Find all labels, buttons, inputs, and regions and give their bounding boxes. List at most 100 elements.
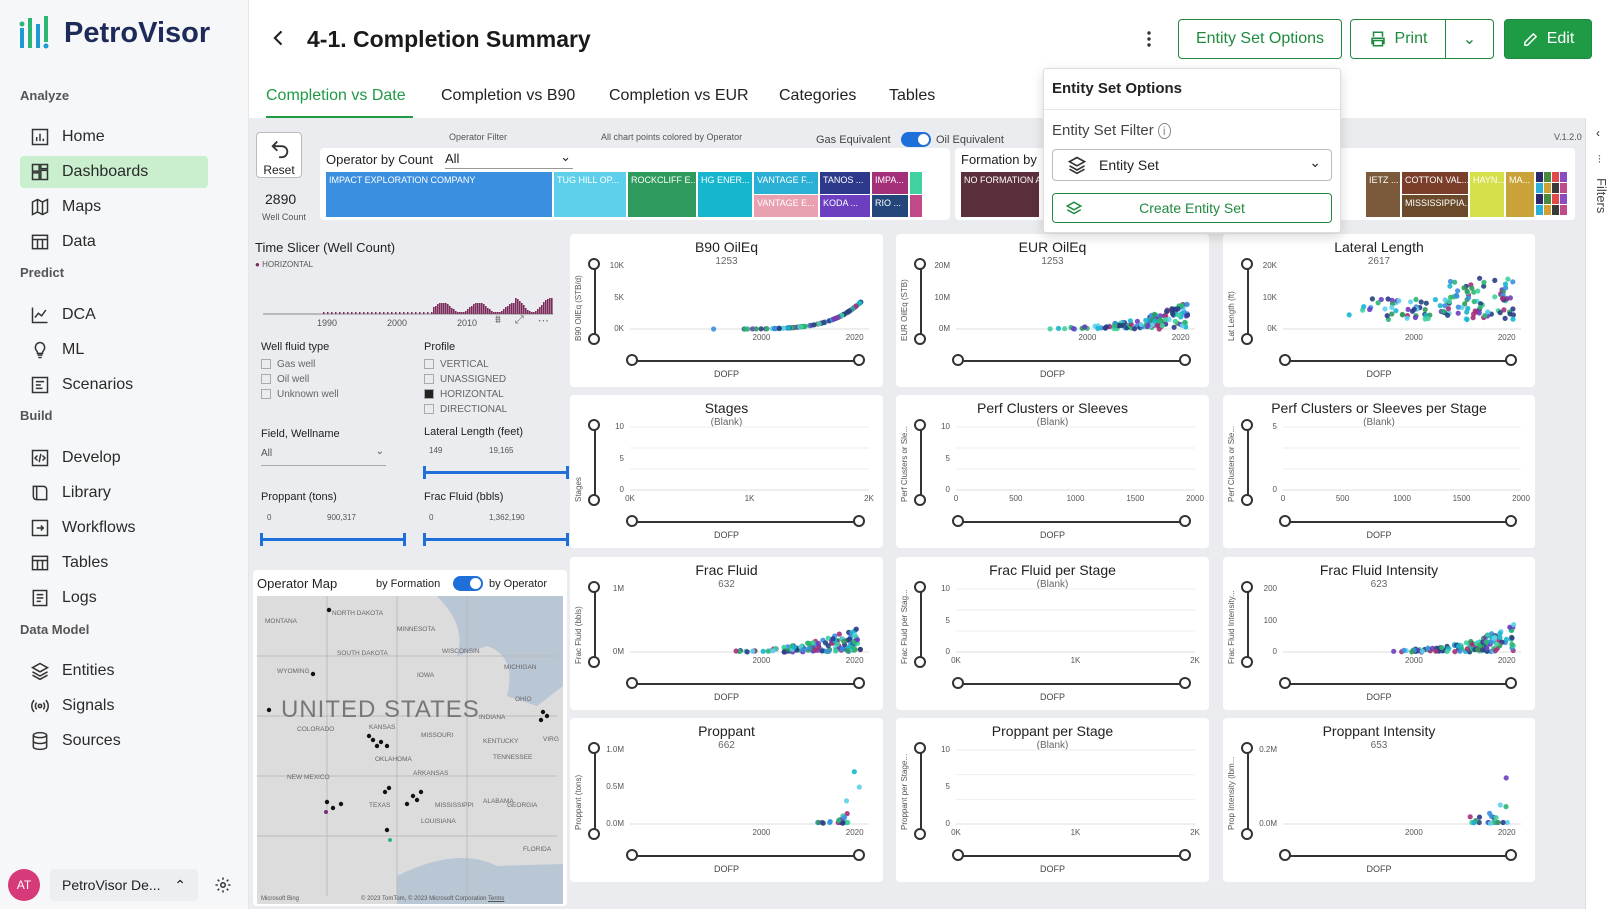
x-range-slider[interactable] [952, 515, 1191, 527]
chart-card-proppant-intensity[interactable]: Proppant Intensity 653 Prop Intensity (lbm… [1223, 718, 1535, 882]
data-point[interactable] [764, 326, 770, 332]
operator-tile[interactable]: TANOS ... [820, 172, 870, 194]
data-point[interactable] [1375, 300, 1381, 306]
data-point[interactable] [1119, 322, 1125, 328]
data-point[interactable] [1503, 285, 1509, 291]
data-point[interactable] [834, 641, 840, 647]
data-point[interactable] [1152, 318, 1158, 324]
data-point[interactable] [1485, 309, 1491, 315]
data-point[interactable] [1448, 294, 1454, 300]
data-point[interactable] [1163, 317, 1169, 323]
data-point[interactable] [1156, 318, 1162, 324]
operator-tile-small[interactable] [910, 172, 922, 194]
data-point[interactable] [1464, 288, 1470, 294]
y-range-slider[interactable] [588, 419, 600, 506]
equivalent-toggle[interactable] [901, 132, 931, 147]
x-range-slider[interactable] [626, 515, 865, 527]
data-point[interactable] [798, 324, 804, 330]
data-point[interactable] [1393, 308, 1399, 314]
data-point[interactable] [1509, 641, 1515, 647]
data-point[interactable] [1464, 646, 1470, 652]
formation-tile-small[interactable] [1544, 183, 1551, 193]
data-point[interactable] [772, 325, 778, 332]
data-point[interactable] [825, 635, 831, 641]
data-point[interactable] [1143, 317, 1149, 323]
sidebar-item-logs[interactable]: Logs [20, 582, 208, 614]
formation-tile-small[interactable] [1544, 205, 1551, 215]
data-point[interactable] [1510, 306, 1516, 312]
data-point[interactable] [821, 319, 827, 326]
checkbox[interactable] [424, 359, 434, 370]
data-point[interactable] [1159, 323, 1165, 329]
map-view[interactable]: MONTANA NORTH DAKOTA MINNESOTA SOUTH DAKOTA… [257, 596, 563, 904]
data-point[interactable] [1462, 301, 1468, 307]
data-point[interactable] [1511, 622, 1517, 628]
data-point[interactable] [825, 643, 831, 649]
data-point[interactable] [854, 637, 861, 643]
data-point[interactable] [1378, 296, 1384, 303]
operator-tile[interactable]: TUG HILL OP... [554, 172, 626, 217]
chart-card-proppant-per-stage[interactable]: Proppant per Stage (Blank) Proppant per St… [896, 718, 1209, 882]
data-point[interactable] [1480, 647, 1486, 653]
data-point[interactable] [1477, 275, 1483, 281]
data-point[interactable] [1437, 303, 1443, 309]
x-range-slider[interactable] [952, 677, 1191, 689]
formation-tile-small[interactable] [1560, 172, 1567, 182]
data-point[interactable] [1103, 324, 1110, 330]
y-range-slider[interactable] [588, 742, 600, 840]
more-options-icon[interactable]: ⋯ [537, 315, 549, 327]
chart-card-lateral-length[interactable]: Lateral Length 2617 Lat Length (ft) 20K 10K 0… [1223, 234, 1535, 387]
data-point[interactable] [802, 323, 808, 329]
sidebar-item-library[interactable]: Library [20, 477, 208, 509]
chart-card-frac-fluid[interactable]: Frac Fluid 632 Frac Fluid (bbls) 1M 0M 2000 20… [570, 557, 883, 710]
data-point[interactable] [711, 326, 717, 332]
formation-tile[interactable]: MA... [1506, 172, 1534, 217]
data-point[interactable] [1419, 648, 1425, 654]
data-point[interactable] [753, 326, 759, 332]
data-point[interactable] [1422, 307, 1428, 313]
data-point[interactable] [1433, 648, 1439, 654]
data-point[interactable] [1503, 775, 1509, 781]
y-range-slider[interactable] [588, 258, 600, 345]
proppant-slider[interactable] [260, 533, 406, 546]
data-point[interactable] [781, 649, 787, 655]
data-point[interactable] [845, 819, 851, 826]
data-point[interactable] [791, 644, 797, 650]
data-point[interactable] [1503, 804, 1509, 810]
data-point[interactable] [805, 640, 811, 646]
operator-tile[interactable]: ROCKCLIFF E... [628, 172, 696, 217]
checkbox[interactable] [424, 389, 434, 400]
data-point[interactable] [1471, 298, 1477, 305]
checkbox[interactable] [424, 374, 434, 385]
data-point[interactable] [1502, 315, 1508, 321]
data-point[interactable] [1507, 295, 1513, 301]
data-point[interactable] [1482, 312, 1488, 319]
well-fluid-option[interactable]: Unknown well [261, 389, 339, 404]
data-point[interactable] [1396, 298, 1402, 304]
sidebar-item-develop[interactable]: Develop [20, 442, 208, 474]
x-range-slider[interactable] [626, 849, 865, 861]
data-point[interactable] [1389, 311, 1395, 317]
data-point[interactable] [1488, 639, 1494, 645]
data-point[interactable] [1464, 316, 1470, 323]
data-point[interactable] [1484, 645, 1490, 651]
data-point[interactable] [1412, 314, 1418, 321]
data-point[interactable] [1445, 306, 1452, 312]
collapse-icon[interactable]: ‹ [1596, 126, 1600, 140]
data-point[interactable] [1447, 278, 1454, 285]
data-point[interactable] [1452, 279, 1458, 285]
y-range-slider[interactable] [914, 742, 926, 840]
data-point[interactable] [1171, 324, 1177, 330]
formation-tile-small[interactable] [1560, 194, 1567, 204]
tab-categories[interactable]: Categories [779, 87, 857, 104]
x-range-slider[interactable] [952, 849, 1191, 861]
sidebar-item-home[interactable]: Home [20, 121, 208, 153]
data-point[interactable] [843, 798, 850, 804]
data-point[interactable] [800, 647, 806, 653]
data-point[interactable] [1491, 635, 1497, 641]
data-point[interactable] [833, 648, 839, 654]
data-point[interactable] [1442, 297, 1448, 303]
data-point[interactable] [857, 300, 863, 306]
data-point[interactable] [1172, 318, 1178, 324]
data-point[interactable] [1413, 296, 1419, 303]
